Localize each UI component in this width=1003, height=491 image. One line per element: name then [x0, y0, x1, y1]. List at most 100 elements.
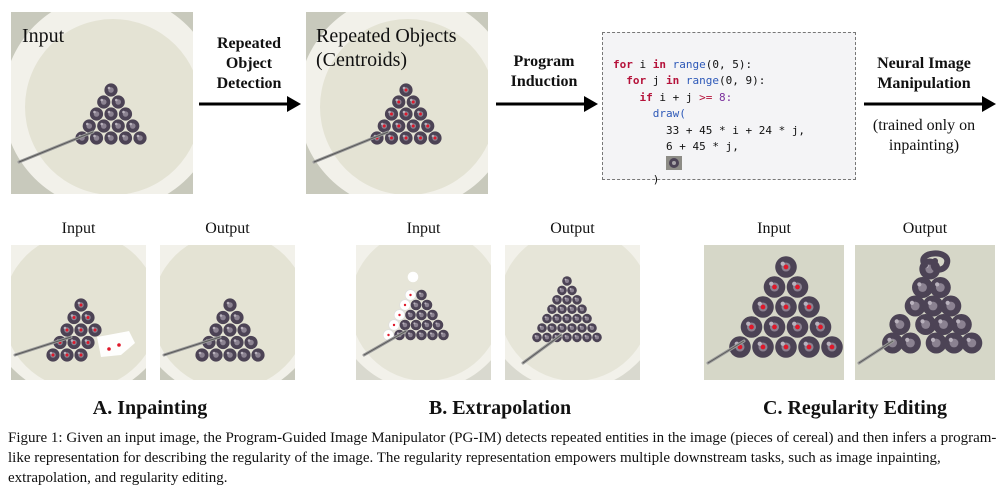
- cereal-piece: [809, 316, 832, 338]
- cereal-piece: [961, 332, 983, 354]
- inpainting-output-photo: [160, 245, 295, 380]
- section-b-title: B. Extrapolation: [428, 397, 572, 419]
- cereal-piece: [763, 316, 786, 338]
- cereal-piece: [89, 107, 104, 121]
- cereal-piece: [567, 285, 577, 296]
- panel-c-input-label: Input: [757, 220, 791, 237]
- program-code-block: for i in range(0, 5): for j in range(0, …: [602, 32, 856, 186]
- extrapolation-input-graphic: [356, 245, 491, 380]
- panel-a-input-label: Input: [61, 220, 96, 237]
- cereal-piece: [399, 107, 413, 121]
- centroid-dot: [390, 136, 393, 140]
- cereal-piece: [592, 332, 602, 343]
- code-line: 33 + 45 * i + 24 * j,: [665, 123, 806, 137]
- cereal-piece: [582, 313, 592, 324]
- centroid-dot: [404, 112, 408, 116]
- code-line: for j in range(0, 9):: [626, 74, 766, 87]
- centroid-dot: [749, 324, 754, 330]
- step-note: (trained only on inpainting): [872, 117, 976, 154]
- cereal-piece: [572, 313, 582, 324]
- cereal-piece: [81, 310, 95, 325]
- centroid-dot: [79, 353, 83, 357]
- inpainting-input-photo: [11, 245, 146, 380]
- centroid-dot: [419, 112, 422, 116]
- cereal-piece: [821, 336, 843, 358]
- panel-c-output-label: Output: [902, 220, 948, 237]
- cereal-piece: [416, 309, 427, 321]
- code-line: for i in range(0, 5):: [613, 57, 753, 71]
- cereal-piece: [399, 131, 413, 145]
- cereal-piece: [237, 348, 251, 362]
- cereal-piece: [899, 332, 921, 354]
- cereal-piece: [216, 335, 230, 350]
- centroid-dot: [404, 88, 408, 92]
- detected-photo-graphic: [306, 12, 488, 194]
- cereal-piece: [133, 131, 147, 145]
- cereal-piece: [922, 295, 944, 317]
- cereal-piece: [195, 348, 209, 362]
- cereal-piece: [577, 304, 587, 314]
- cereal-piece: [786, 316, 809, 338]
- cereal-piece: [421, 319, 433, 331]
- cereal-piece: [399, 319, 411, 331]
- cereal-piece: [104, 107, 118, 121]
- cereal-piece: [557, 285, 567, 296]
- extrapolation-input-photo: [356, 245, 491, 380]
- centroid-dot: [760, 304, 766, 310]
- cereal-piece: [577, 323, 587, 333]
- cereal-piece: [925, 332, 947, 354]
- cereal-piece: [943, 332, 965, 354]
- cereal-piece: [427, 309, 438, 321]
- cereal-piece: [940, 295, 962, 317]
- code-line: draw(: [652, 107, 686, 120]
- centroid-dot: [783, 344, 789, 350]
- cereal-piece: [542, 332, 552, 343]
- cereal-piece: [933, 314, 954, 335]
- code-line: ): [652, 173, 660, 186]
- cereal-piece: [392, 95, 406, 109]
- step-neural-manipulation-label: Neural Image Manipulation: [877, 55, 971, 92]
- cereal-piece: [432, 319, 444, 331]
- cereal-piece: [81, 335, 95, 350]
- cereal-piece: [410, 319, 422, 331]
- cereal-piece: [223, 323, 237, 337]
- cereal-piece: [427, 329, 438, 341]
- cereal-piece: [798, 336, 820, 358]
- figure-caption: Figure 1: Given an input image, the Prog…: [8, 430, 997, 486]
- distorted-cereal: [920, 250, 951, 273]
- cereal-piece: [572, 295, 582, 305]
- centroid-dot: [93, 328, 97, 332]
- editing-output-photo: [855, 245, 995, 380]
- code-line: 6 + 45 * j,: [665, 140, 739, 153]
- centroid-dot: [86, 316, 90, 319]
- cereal-thumbnail-icon: [665, 155, 682, 170]
- arrow-right-icon: [864, 96, 996, 112]
- cereal-piece: [775, 296, 797, 318]
- cereal-piece: [562, 332, 572, 343]
- cereal-piece: [775, 336, 797, 358]
- cereal-piece: [752, 336, 774, 358]
- cereal-piece: [67, 310, 81, 325]
- centroid-dot: [411, 124, 415, 128]
- centroid-dot: [86, 341, 90, 344]
- cereal-piece: [763, 276, 786, 298]
- cereal-piece: [74, 298, 88, 312]
- cereal-piece: [251, 348, 265, 362]
- cereal-piece: [428, 131, 442, 145]
- centroid-dot: [433, 136, 437, 140]
- editing-input-graphic: [704, 245, 844, 380]
- centroid-dot: [65, 353, 69, 357]
- cereal-piece: [230, 310, 244, 325]
- step-object-detection-label: Repeated Object Detection: [216, 35, 282, 92]
- cereal-piece: [557, 323, 567, 333]
- centroid-dot: [829, 344, 835, 350]
- centroid-dot: [419, 136, 422, 140]
- cereal-piece: [104, 83, 118, 97]
- centroid-dot: [79, 328, 83, 332]
- centroid-dot: [818, 324, 823, 330]
- centroid-dot: [760, 344, 766, 350]
- panel-b-output-label: Output: [550, 220, 595, 237]
- centroid-dot: [411, 100, 415, 104]
- input-label: Input: [22, 25, 65, 47]
- cereal-piece: [392, 119, 406, 133]
